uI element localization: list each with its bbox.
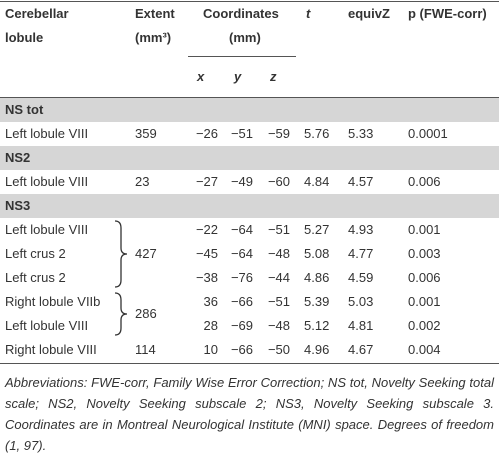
x-cell: −45: [195, 246, 218, 261]
p-cell: 0.001: [408, 222, 441, 237]
header-cell: t: [306, 6, 311, 21]
group-label: NS2: [5, 150, 31, 165]
extent-cell: 286: [135, 306, 157, 321]
extent-cell: 427: [135, 246, 157, 261]
y-cell: −69: [230, 318, 253, 333]
footnote: Abbreviations: FWE-corr, Family Wise Err…: [5, 375, 494, 453]
t-cell: 4.86: [304, 270, 330, 285]
p-cell: 0.001: [408, 294, 441, 309]
header-cell: y: [234, 69, 242, 84]
x-cell: −22: [195, 222, 218, 237]
t-cell: 5.08: [304, 246, 330, 261]
lobule-cell: Left lobule VIII: [5, 174, 89, 189]
header-cell: z: [270, 69, 277, 84]
group-label: NS3: [5, 198, 31, 213]
lobule-cell: Left lobule VIII: [5, 222, 89, 237]
y-cell: −64: [230, 246, 253, 261]
header-cell: x: [197, 69, 205, 84]
brace: [114, 220, 128, 288]
header-cell: (mm): [229, 30, 261, 45]
header-cell: equivZ: [348, 6, 390, 21]
t-cell: 5.27: [304, 222, 330, 237]
lobule-cell: Left crus 2: [5, 270, 66, 285]
equivZ-cell: 5.03: [348, 294, 374, 309]
extent-cell: 23: [135, 174, 150, 189]
lobule-cell: Left lobule VIII: [5, 318, 89, 333]
y-cell: −64: [230, 222, 253, 237]
equivZ-cell: 4.77: [348, 246, 374, 261]
rule: [0, 1, 499, 2]
equivZ-cell: 4.59: [348, 270, 374, 285]
lobule-cell: Right lobule VIIb: [5, 294, 101, 309]
z-cell: −60: [267, 174, 290, 189]
header-cell: Extent: [135, 6, 175, 21]
z-cell: −51: [267, 222, 290, 237]
z-cell: −48: [267, 318, 290, 333]
rule: [0, 363, 499, 364]
equivZ-cell: 4.57: [348, 174, 374, 189]
header-cell: lobule: [5, 30, 44, 45]
p-cell: 0.003: [408, 246, 441, 261]
z-cell: −51: [267, 294, 290, 309]
p-cell: 0.004: [408, 342, 441, 357]
p-cell: 0.006: [408, 270, 441, 285]
z-cell: −48: [267, 246, 290, 261]
p-cell: 0.0001: [408, 126, 448, 141]
x-cell: −26: [195, 126, 218, 141]
t-cell: 5.39: [304, 294, 330, 309]
extent-cell: 359: [135, 126, 157, 141]
t-cell: 4.96: [304, 342, 330, 357]
header-cell: (mm³): [135, 30, 172, 45]
group-label: NS tot: [5, 102, 44, 117]
y-cell: −51: [230, 126, 253, 141]
x-cell: 36: [203, 294, 218, 309]
z-cell: −59: [267, 126, 290, 141]
equivZ-cell: 4.93: [348, 222, 374, 237]
p-cell: 0.002: [408, 318, 441, 333]
lobule-cell: Left crus 2: [5, 246, 66, 261]
y-cell: −76: [230, 270, 253, 285]
z-cell: −50: [267, 342, 290, 357]
equivZ-cell: 5.33: [348, 126, 374, 141]
header-cell: p (FWE-corr): [408, 6, 487, 21]
lobule-cell: Right lobule VIII: [5, 342, 97, 357]
x-cell: 28: [203, 318, 218, 333]
x-cell: −27: [195, 174, 218, 189]
group-band: [0, 194, 499, 218]
extent-cell: 114: [135, 342, 156, 357]
p-cell: 0.006: [408, 174, 441, 189]
y-cell: −66: [230, 294, 253, 309]
equivZ-cell: 4.67: [348, 342, 374, 357]
t-cell: 5.12: [304, 318, 330, 333]
equivZ-cell: 4.81: [348, 318, 374, 333]
group-band: [0, 146, 499, 170]
rule: [0, 97, 499, 98]
t-cell: 5.76: [304, 126, 330, 141]
header-cell: Coordinates: [203, 6, 279, 21]
brace: [114, 292, 128, 336]
y-cell: −49: [230, 174, 253, 189]
z-cell: −44: [267, 270, 290, 285]
lobule-cell: Left lobule VIII: [5, 126, 89, 141]
group-band: [0, 98, 499, 122]
x-cell: 10: [203, 342, 218, 357]
t-cell: 4.84: [304, 174, 330, 189]
x-cell: −38: [195, 270, 218, 285]
header-cell: Cerebellar: [5, 6, 69, 21]
rule: [188, 56, 296, 57]
y-cell: −66: [230, 342, 253, 357]
